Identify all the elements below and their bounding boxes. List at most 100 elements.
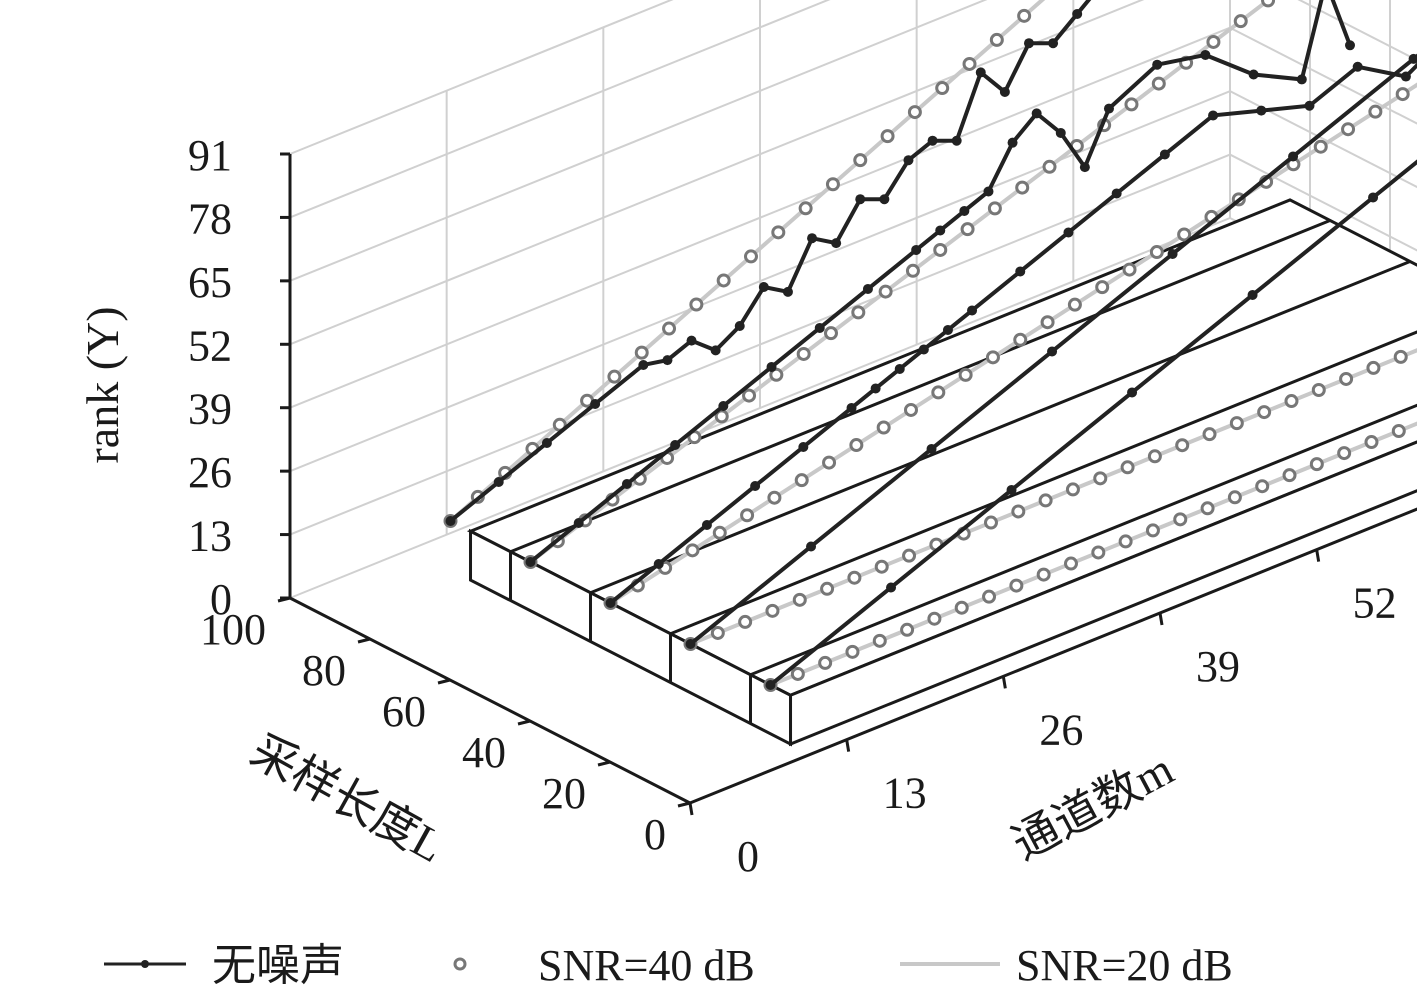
series-noise-free-point-L90-10 [782, 286, 793, 297]
series-snr40-point-L50-17 [1067, 297, 1082, 312]
series-snr40-point-L90-11 [743, 249, 758, 264]
series-noise-free-point-L90-11 [807, 233, 818, 244]
series-snr40-point-L70-13 [878, 284, 893, 299]
series-snr40-point-L30-21 [1257, 405, 1272, 420]
x-tick-mark-2 [1001, 676, 1007, 689]
series-snr40-point-L10-19 [1282, 468, 1297, 483]
z-tick-label-3: 39 [188, 385, 232, 434]
z-tick-label-1: 13 [188, 512, 232, 561]
series-snr40-point-L10-12 [1091, 545, 1106, 560]
series-noise-free-point-L50-5 [846, 402, 857, 413]
series-snr40-point-L10-17 [1227, 490, 1242, 505]
series-snr40-point-L50-9 [849, 438, 864, 453]
series-snr40-point-L50-6 [767, 490, 782, 505]
series-snr40-point-L30-8 [902, 548, 917, 563]
series-snr40-point-L50-18 [1095, 280, 1110, 295]
series-snr40-point-L90-9 [689, 297, 704, 312]
y-tick-label-1: 20 [542, 769, 586, 818]
series-snr40-point-L90-15 [853, 153, 868, 168]
series-snr40-point-L30-6 [847, 570, 862, 585]
series-snr40-point-L30-17 [1147, 449, 1162, 464]
series-snr40-point-L70-27 [1261, 0, 1276, 8]
series-noise-free-point-L70-1 [573, 517, 584, 528]
series-snr40-point-L90-6 [607, 369, 622, 384]
series-snr40-point-L10-1 [790, 666, 805, 681]
series-noise-free-point-L30-5 [1288, 151, 1299, 162]
series-noise-free-point-L50-11 [1015, 266, 1026, 277]
x-axis-title: 通道数m [1004, 743, 1182, 870]
series-noise-free-point-L90-9 [758, 281, 769, 292]
series-snr40-point-L90-8 [662, 321, 677, 336]
series-snr40-point-L10-3 [845, 644, 860, 659]
z-tick-label-0: 0 [210, 575, 232, 624]
y-axis-line [289, 596, 691, 805]
series-noise-free-line-L10 [769, 159, 1417, 687]
series-snr40-point-L10-11 [1063, 556, 1078, 571]
series-noise-free-point-L70-9 [935, 225, 946, 236]
series-snr40-point-L30-11 [983, 515, 998, 530]
grid-right-wall-z-5 [1230, 0, 1417, 106]
series-snr40-point-L10-15 [1173, 512, 1188, 527]
series-snr40-point-L70-17 [987, 201, 1002, 216]
y-tick-label-5: 100 [200, 605, 266, 654]
series-noise-free-point-L90-21 [1048, 38, 1059, 49]
series-snr40-point-L70-8 [742, 388, 757, 403]
series-snr40-point-L50-19 [1122, 262, 1137, 277]
series-snr40-point-L50-27 [1341, 122, 1356, 137]
series-noise-free-point-L70-17 [1152, 59, 1163, 70]
series-snr40-point-L30-26 [1393, 349, 1408, 364]
series-snr40-point-L10-16 [1200, 501, 1215, 516]
series-noise-free-point-L70-10 [959, 205, 970, 216]
series-noise-free-point-L70-19 [1248, 69, 1259, 80]
series-snr40-point-L10-9 [1009, 578, 1024, 593]
series-noise-free-point-L70-8 [911, 244, 922, 255]
y-tick-label-3: 60 [382, 687, 426, 736]
series-noise-free-point-L10-1 [886, 582, 897, 593]
series-snr40-point-L50-5 [740, 508, 755, 523]
series-snr40-point-L70-15 [933, 242, 948, 257]
series-snr40-point-L70-14 [905, 263, 920, 278]
series-noise-free-point-L90-5 [662, 355, 673, 366]
series-snr40-point-L10-21 [1337, 446, 1352, 461]
series-snr40-point-L30-19 [1202, 427, 1217, 442]
series-noise-free-point-L50-7 [894, 363, 905, 374]
series-snr40-point-L30-5 [820, 581, 835, 596]
legend-item-noise-free: 无噪声 [104, 941, 344, 990]
x-tick-label-4: 52 [1353, 579, 1397, 628]
x-tick-mark-0 [688, 802, 694, 816]
series-snr40-point-L30-20 [1229, 416, 1244, 431]
series-snr40-point-L90-16 [880, 129, 895, 144]
slab-divider-top-2 [669, 330, 1417, 636]
series-noise-free-point-L90-4 [638, 359, 649, 370]
series-noise-free-point-L70-12 [1007, 137, 1018, 148]
series-snr40-point-L10-23 [1391, 424, 1406, 439]
x-tick-label-1: 13 [883, 769, 927, 818]
series-noise-free-point-L50-3 [750, 480, 761, 491]
series-snr40-point-L90-20 [989, 32, 1004, 47]
grid-right-wall-z-1 [1229, 153, 1417, 252]
series-noise-free-point-L90-6 [686, 335, 697, 346]
series-noise-free-point-L70-3 [670, 439, 681, 450]
series-snr40-point-L70-26 [1233, 14, 1248, 29]
axes [277, 152, 1417, 816]
slab-divider-top-0 [509, 219, 1331, 554]
series-noise-free-point-L30-3 [1047, 346, 1058, 357]
series-snr40-point-L50-26 [1313, 139, 1328, 154]
series-snr40-point-L30-4 [792, 592, 807, 607]
series-snr40-point-L30-7 [874, 559, 889, 574]
x-tick-label-0: 0 [737, 832, 759, 881]
y-tick-label-4: 80 [302, 646, 346, 695]
series-snr40-point-L10-13 [1118, 534, 1133, 549]
series-snr40-point-L10-5 [900, 622, 915, 637]
y-tick-mark-3 [437, 678, 451, 685]
series-snr40-point-L10-10 [1036, 567, 1051, 582]
grid-right-wall-z-2 [1229, 90, 1417, 189]
x-tick-mark-4 [1315, 549, 1321, 562]
series-snr40-point-L10-8 [982, 589, 997, 604]
series-snr40-point-L70-9 [769, 367, 784, 382]
series-snr40-point-L30-13 [1038, 493, 1053, 508]
series-noise-free-point-L50-8 [918, 344, 929, 355]
series-snr40-point-L30-3 [765, 603, 780, 618]
z-axis-title: rank (Y) [77, 306, 128, 463]
